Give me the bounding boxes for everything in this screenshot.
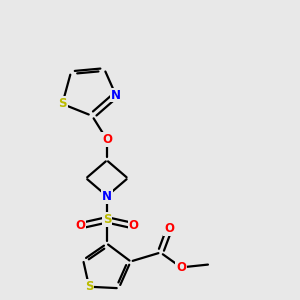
Text: O: O — [164, 222, 174, 235]
Text: O: O — [102, 133, 112, 146]
Text: O: O — [176, 261, 186, 274]
Text: S: S — [103, 213, 111, 226]
Text: S: S — [58, 98, 67, 110]
Text: N: N — [102, 190, 112, 202]
Text: O: O — [75, 219, 85, 232]
Text: S: S — [85, 280, 93, 293]
Text: O: O — [129, 219, 139, 232]
Text: N: N — [111, 88, 121, 101]
